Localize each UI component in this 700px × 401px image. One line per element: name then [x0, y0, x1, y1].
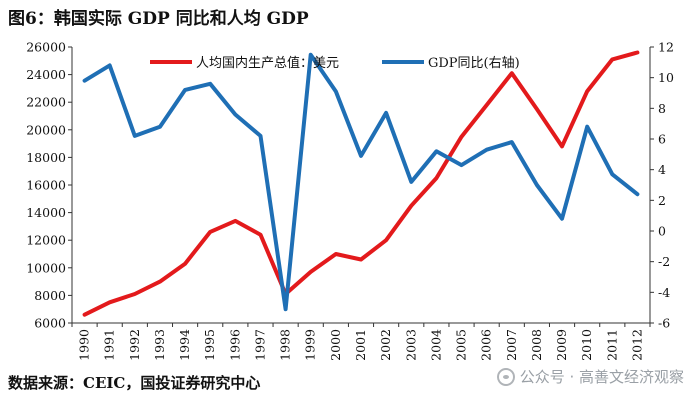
x-tick-label: 2004 [428, 329, 443, 361]
right-tick-label: 8 [658, 101, 666, 116]
left-tick-label: 24000 [26, 67, 66, 82]
x-tick-label: 2009 [554, 329, 569, 361]
left-tick-label: 8000 [34, 288, 66, 303]
left-tick-label: 10000 [26, 260, 66, 275]
left-tick-label: 26000 [26, 40, 66, 55]
x-tick-label: 1999 [303, 329, 318, 361]
x-tick-label: 2002 [378, 329, 393, 361]
right-tick-label: 2 [658, 193, 666, 208]
x-tick-label: 1996 [227, 329, 242, 361]
x-tick-label: 2003 [403, 329, 418, 361]
watermark-text: 公众号 · 高善文经济观察 [519, 368, 684, 386]
x-tick-label: 1990 [77, 329, 92, 361]
left-tick-label: 14000 [26, 205, 66, 220]
x-tick-label: 2001 [353, 329, 368, 361]
axes: 6000800010000120001400016000180002000022… [26, 40, 674, 361]
x-tick-label: 2012 [629, 329, 644, 361]
left-tick-label: 6000 [34, 316, 66, 331]
x-tick-label: 2011 [604, 329, 619, 361]
left-tick-label: 22000 [26, 95, 66, 110]
right-tick-label: -4 [658, 285, 670, 300]
x-tick-label: 1995 [202, 329, 217, 361]
x-tick-label: 1997 [252, 329, 267, 361]
right-tick-label: 4 [658, 162, 666, 177]
right-tick-label: -6 [658, 316, 670, 331]
right-tick-label: 10 [658, 70, 674, 85]
right-tick-label: 12 [658, 40, 674, 55]
wechat-icon [496, 367, 515, 386]
x-tick-label: 1991 [102, 329, 117, 361]
source-note: 数据来源：CEIC，国投证券研究中心 [8, 374, 261, 392]
x-tick-label: 2000 [328, 329, 343, 361]
x-tick-label: 2008 [529, 329, 544, 361]
gdp-yoy-line [82, 52, 640, 312]
x-tick-label: 1993 [152, 329, 167, 361]
left-tick-label: 20000 [26, 122, 66, 137]
left-tick-label: 12000 [26, 233, 66, 248]
legend: 人均国内生产总值：美元 GDP同比(右轴) [150, 55, 520, 71]
legend-label-gdp-per-capita: 人均国内生产总值：美元 [196, 55, 339, 71]
x-tick-label: 2010 [579, 329, 594, 361]
right-tick-label: 0 [658, 224, 666, 239]
x-tick-label: 2007 [504, 329, 519, 361]
right-tick-label: 6 [658, 132, 666, 147]
right-tick-label: -2 [658, 254, 670, 269]
gdp-per-capita-line [82, 50, 640, 317]
series [82, 50, 640, 317]
legend-label-gdp-yoy: GDP同比(右轴) [428, 56, 520, 71]
x-tick-label: 1994 [177, 329, 192, 361]
left-tick-label: 16000 [26, 178, 66, 193]
x-tick-label: 2006 [479, 329, 494, 361]
x-tick-label: 2005 [454, 329, 469, 361]
watermark: 公众号 · 高善文经济观察 [496, 366, 684, 387]
x-tick-label: 1992 [127, 329, 142, 361]
x-tick-label: 1998 [278, 329, 293, 361]
left-tick-label: 18000 [26, 150, 66, 165]
chart-title: 图6：韩国实际 GDP 同比和人均 GDP [8, 9, 309, 29]
